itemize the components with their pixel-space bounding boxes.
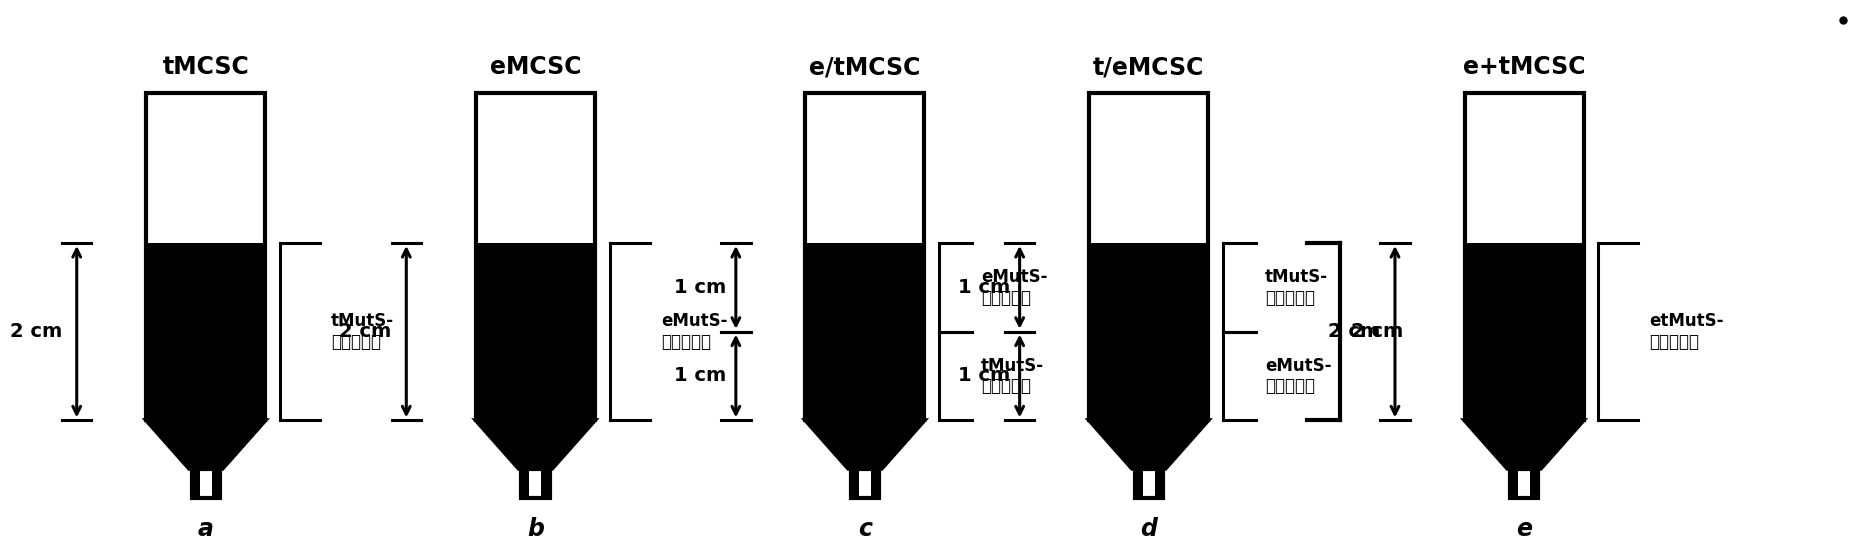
Polygon shape	[477, 420, 595, 469]
Polygon shape	[1465, 420, 1584, 469]
Bar	[1089, 92, 1208, 243]
Bar	[1135, 469, 1163, 498]
Text: tMCSC: tMCSC	[163, 55, 249, 79]
Text: tMutS-
纤维素凝胶: tMutS- 纤维素凝胶	[1265, 268, 1328, 307]
Text: tMutS-
纤维素凝胶: tMutS- 纤维素凝胶	[332, 312, 395, 351]
Text: e+tMCSC: e+tMCSC	[1464, 55, 1586, 79]
Text: 2 cm: 2 cm	[1350, 322, 1402, 341]
Bar	[147, 92, 265, 420]
Bar	[477, 92, 595, 420]
Bar	[805, 331, 924, 420]
Bar	[1465, 92, 1584, 420]
Text: c: c	[857, 517, 872, 541]
Bar	[200, 469, 211, 498]
Text: a: a	[198, 517, 213, 541]
Bar	[1143, 469, 1154, 498]
Bar	[851, 469, 879, 498]
Bar	[805, 243, 924, 331]
Bar	[1510, 469, 1538, 498]
Text: t/eMCSC: t/eMCSC	[1093, 55, 1204, 79]
Text: 1 cm: 1 cm	[675, 366, 727, 386]
Text: 1 cm: 1 cm	[959, 366, 1011, 386]
Bar	[1135, 469, 1163, 498]
Text: eMutS-
纤维素凝胶: eMutS- 纤维素凝胶	[981, 268, 1048, 307]
Text: d: d	[1141, 517, 1158, 541]
Bar	[1465, 243, 1584, 420]
Bar	[859, 469, 870, 498]
Text: eMutS-
纤维素凝胶: eMutS- 纤维素凝胶	[660, 312, 727, 351]
Text: e/tMCSC: e/tMCSC	[809, 55, 920, 79]
Text: 1 cm: 1 cm	[959, 278, 1011, 297]
Text: tMutS-
纤维素凝胶: tMutS- 纤维素凝胶	[981, 357, 1044, 395]
Bar	[851, 469, 879, 498]
Bar	[1089, 331, 1208, 420]
Bar	[1089, 92, 1208, 420]
Text: e: e	[1516, 517, 1532, 541]
Polygon shape	[147, 420, 265, 469]
Text: b: b	[527, 517, 544, 541]
Text: 1 cm: 1 cm	[675, 278, 727, 297]
Text: eMutS-
纤维素凝胶: eMutS- 纤维素凝胶	[1265, 357, 1332, 395]
Bar	[1510, 469, 1538, 498]
Bar	[147, 92, 265, 243]
Bar	[529, 469, 542, 498]
Bar	[191, 469, 221, 498]
Bar	[521, 469, 549, 498]
Text: 2 cm: 2 cm	[9, 322, 61, 341]
Bar	[1089, 243, 1208, 331]
Text: 2 cm: 2 cm	[1328, 322, 1380, 341]
Text: etMutS-
纤维素凝胶: etMutS- 纤维素凝胶	[1649, 312, 1723, 351]
Polygon shape	[805, 420, 924, 469]
Text: 2 cm: 2 cm	[339, 322, 391, 341]
Bar	[191, 469, 221, 498]
Polygon shape	[1089, 420, 1208, 469]
Bar	[521, 469, 549, 498]
Bar	[1517, 469, 1530, 498]
Bar	[477, 243, 595, 420]
Bar	[147, 243, 265, 420]
Text: eMCSC: eMCSC	[490, 55, 581, 79]
Bar	[1465, 92, 1584, 243]
Bar	[477, 92, 595, 243]
Bar	[805, 92, 924, 243]
Bar	[805, 92, 924, 420]
